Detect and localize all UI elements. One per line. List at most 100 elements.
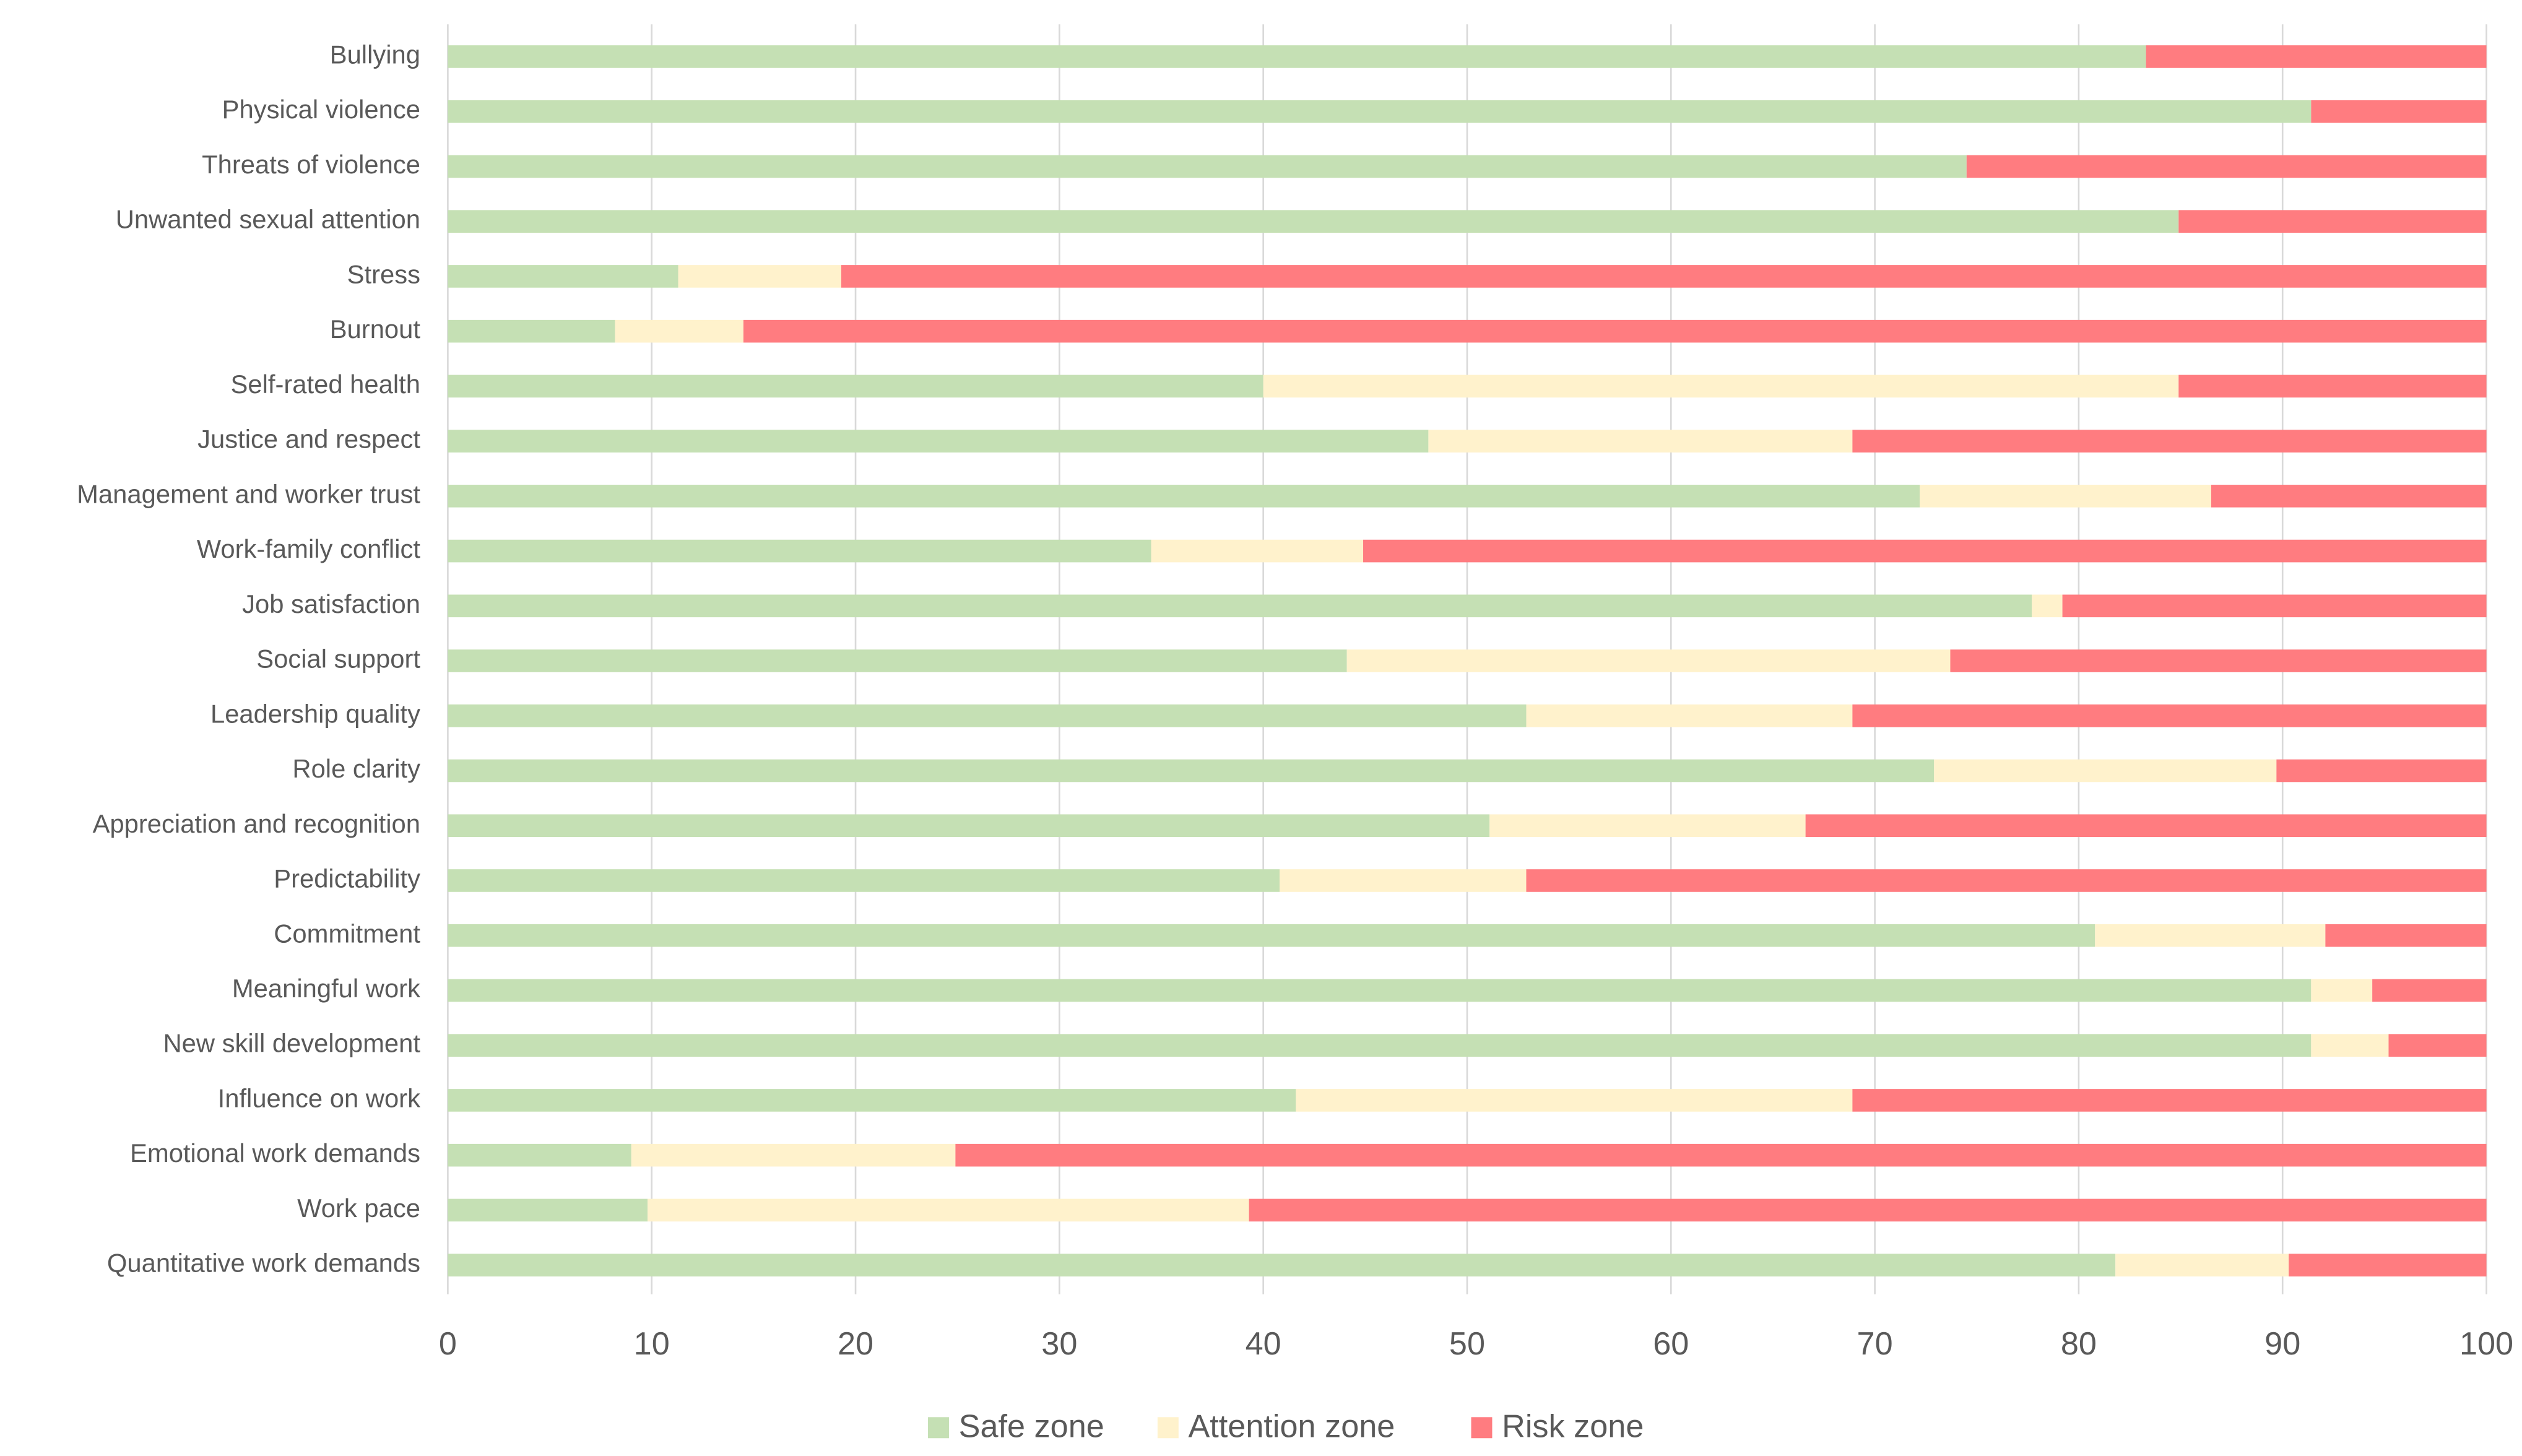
x-tick-label: 10	[634, 1326, 670, 1362]
y-tick-label: Work-family conflict	[197, 534, 421, 563]
bar-segment	[2146, 45, 2487, 68]
bar-segment	[448, 594, 2032, 618]
y-tick-label: Work pace	[297, 1194, 420, 1223]
bar-segment	[448, 1089, 1296, 1112]
bar-segment	[743, 319, 2487, 343]
bar-segment	[615, 319, 743, 343]
y-tick-label: Job satisfaction	[242, 589, 420, 618]
x-tick-label: 100	[2459, 1326, 2513, 1362]
legend-swatch	[1157, 1417, 1179, 1439]
bar-segment	[448, 155, 1967, 178]
bar-segment	[1249, 1198, 2487, 1222]
bar-segment	[2276, 759, 2487, 782]
y-tick-label: Burnout	[330, 314, 421, 344]
bar-segment	[448, 265, 678, 288]
bar-segment	[448, 1143, 631, 1167]
x-tick-label: 70	[1857, 1326, 1893, 1362]
y-tick-label: Role clarity	[292, 754, 420, 783]
bar-segment	[448, 319, 615, 343]
legend-swatch	[928, 1417, 949, 1439]
y-tick-label: Influence on work	[218, 1083, 420, 1112]
bar-segment	[1526, 704, 1853, 727]
y-tick-label: Bullying	[330, 40, 420, 69]
legend-label: Attention zone	[1188, 1408, 1395, 1444]
bar-segment	[1151, 539, 1364, 563]
bar-segment	[2178, 210, 2487, 233]
bar-segment	[2178, 375, 2487, 398]
x-tick-label: 50	[1449, 1326, 1485, 1362]
bar-segment	[448, 704, 1527, 727]
bar-segment	[2388, 1034, 2487, 1057]
bar-segment	[448, 814, 1490, 838]
bar-segment	[2311, 1034, 2389, 1057]
y-tick-label: Appreciation and recognition	[93, 809, 420, 838]
bar-segment	[448, 375, 1263, 398]
bar-segment	[448, 210, 2179, 233]
x-tick-label: 0	[439, 1326, 457, 1362]
bar-segment	[1805, 814, 2487, 838]
y-tick-label: New skill development	[163, 1029, 420, 1058]
bar-segment	[2115, 1254, 2289, 1276]
bar-segment	[1296, 1089, 1853, 1112]
bar-segment	[2372, 979, 2487, 1002]
bar-segment	[678, 265, 841, 288]
bar-segment	[1346, 649, 1951, 672]
bar-segment	[2311, 979, 2373, 1002]
bar-segment	[448, 979, 2312, 1002]
bar-segment	[1852, 1089, 2487, 1112]
bar-segment	[2032, 594, 2063, 618]
y-tick-label: Leadership quality	[210, 699, 420, 728]
legend-label: Risk zone	[1502, 1408, 1644, 1444]
bar-segment	[1280, 869, 1527, 892]
x-tick-label: 90	[2264, 1326, 2300, 1362]
bar-segment	[1934, 759, 2277, 782]
x-tick-label: 30	[1041, 1326, 1077, 1362]
bar-segment	[841, 265, 2487, 288]
bar-segment	[448, 1254, 2116, 1276]
y-tick-label: Meaningful work	[232, 974, 420, 1003]
y-tick-label: Stress	[347, 259, 420, 288]
bar-segment	[448, 924, 2095, 947]
bar-segment	[1363, 539, 2487, 563]
bar-segment	[2289, 1254, 2487, 1276]
bar-segment	[1920, 485, 2211, 508]
y-tick-label: Commitment	[274, 919, 420, 948]
bar-segment	[448, 100, 2312, 123]
bar-segment	[448, 485, 1920, 508]
bar-segment	[2325, 924, 2487, 947]
bar-segment	[1428, 430, 1853, 453]
bar-segment	[448, 1198, 648, 1222]
x-tick-label: 80	[2061, 1326, 2097, 1362]
bar-segment	[448, 430, 1429, 453]
x-tick-label: 40	[1246, 1326, 1281, 1362]
bar-segment	[448, 1034, 2312, 1057]
bar-segment	[1263, 375, 2179, 398]
bar-segment	[648, 1198, 1249, 1222]
bar-segment	[1489, 814, 1806, 838]
bar-segment	[1966, 155, 2487, 178]
y-tick-label: Justice and respect	[197, 425, 420, 454]
y-tick-label: Management and worker trust	[77, 479, 420, 508]
bar-segment	[448, 869, 1280, 892]
bar-segment	[2211, 485, 2487, 508]
y-tick-label: Social support	[256, 644, 420, 674]
bar-segment	[1950, 649, 2487, 672]
x-tick-label: 20	[838, 1326, 873, 1362]
x-tick-label: 60	[1653, 1326, 1689, 1362]
bar-segment	[448, 649, 1347, 672]
bar-segment	[2311, 100, 2487, 123]
bar-segment	[448, 759, 1935, 782]
bar-segment	[1852, 704, 2487, 727]
y-tick-label: Emotional work demands	[130, 1138, 420, 1168]
y-tick-label: Predictability	[274, 864, 420, 893]
y-tick-label: Quantitative work demands	[107, 1249, 420, 1278]
y-tick-label: Physical violence	[222, 95, 420, 124]
bar-segment	[1526, 869, 2487, 892]
y-tick-label: Self-rated health	[231, 370, 420, 399]
bar-segment	[2095, 924, 2326, 947]
bar-segment	[955, 1143, 2487, 1167]
bar-segment	[448, 539, 1151, 563]
bar-segment	[631, 1143, 956, 1167]
